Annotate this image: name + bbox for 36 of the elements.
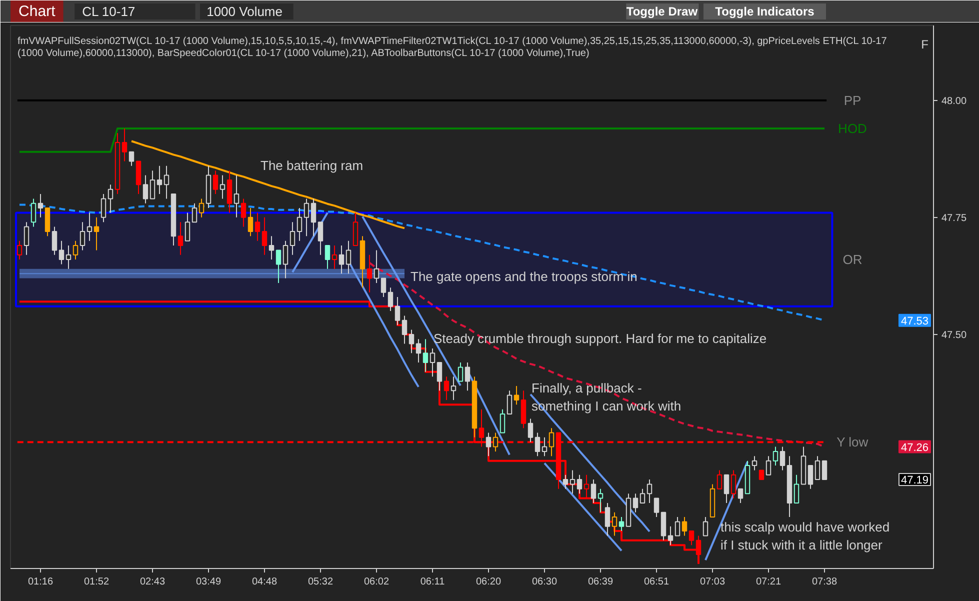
x-tick-label: 04:48: [252, 576, 278, 588]
text: Toggle Draw: [626, 4, 698, 18]
ref-line-label: PP: [844, 92, 862, 108]
text: 47.19: [900, 474, 929, 487]
text: Chart: [18, 3, 56, 20]
x-tick-label: 01:52: [84, 576, 110, 588]
text: F: [921, 38, 929, 52]
x-tick-label: 07:38: [812, 576, 838, 588]
x-tick-label: 01:16: [28, 576, 54, 588]
annotation: The battering ram: [260, 158, 364, 173]
x-tick-label: 06:02: [364, 576, 390, 588]
y-tick-label: 47.50: [942, 330, 967, 341]
series-label: HOD: [838, 120, 867, 136]
chart-title: CL 10-17: [82, 4, 136, 19]
band-label: OR: [842, 252, 862, 268]
x-tick-label: 06:30: [532, 576, 558, 588]
x-tick-label: 06:11: [420, 576, 446, 588]
y-tick-label: 48.00: [942, 96, 967, 107]
y-tick-label: 47.75: [942, 212, 967, 224]
text: 47.53: [900, 315, 929, 328]
ref-line-label: Y low: [836, 434, 869, 450]
x-tick-label: 03:49: [196, 576, 222, 588]
x-tick-label: 02:43: [140, 576, 166, 588]
text: 47.26: [900, 442, 929, 454]
annotation: Steady crumble through support. Hard for me to capitalize: [434, 331, 767, 346]
annotation: fmVWAPFullSession02TW(CL 10-17 (1000 Volume),15,10,5,5,10,15,-4), fmVWAPTimeFilter02TW1Tick(CL 10-17 (1000 Volume),35,25,15,15,25,35,113000,60000,-3), gpPriceLevels ETH(CL 10-17: [18, 36, 888, 47]
x-tick-label: 05:32: [308, 576, 334, 588]
x-tick-label: 06:51: [644, 576, 670, 588]
annotation: (1000 Volume),60000,113000), BarSpeedColor01(CL 10-17 (1000 Volume),21), ABToolbarButtons(CL 10-17 (1000 Volume),True): [18, 48, 590, 59]
text: Toggle Indicators: [715, 4, 815, 18]
x-tick-label: 06:20: [476, 576, 502, 588]
annotation: this scalp would have worked if I stuck with it a little longer: [720, 520, 890, 552]
x-tick-label: 07:21: [756, 576, 782, 588]
x-tick-label: 06:39: [588, 576, 614, 588]
x-tick-label: 07:03: [700, 576, 726, 588]
chart-subtitle: 1000 Volume: [206, 4, 283, 19]
